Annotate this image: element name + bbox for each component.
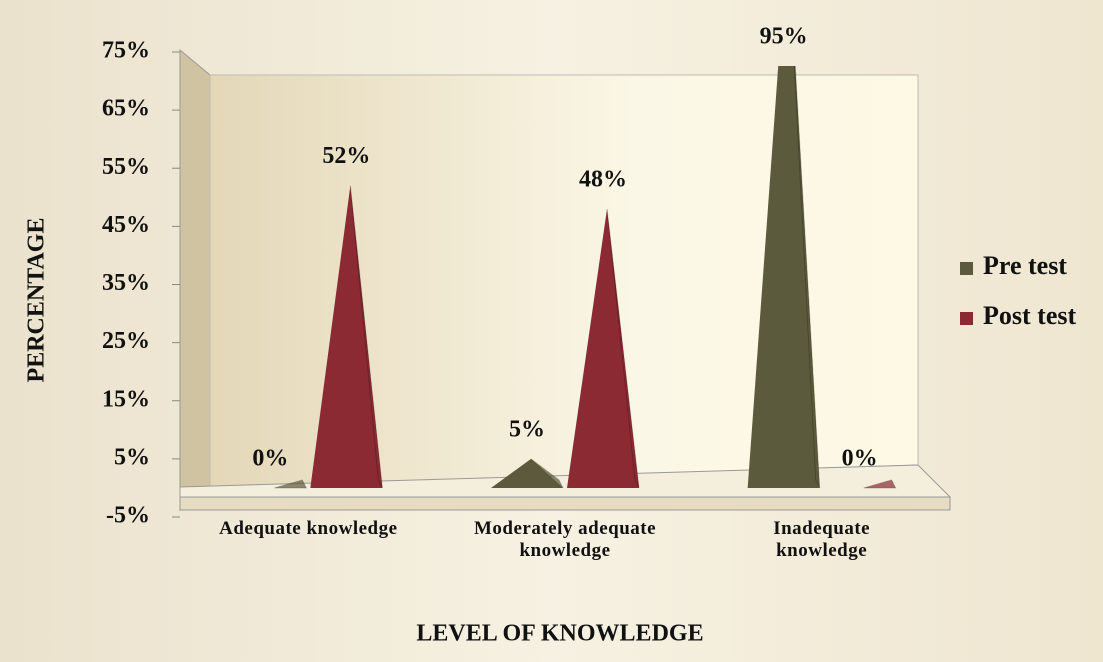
value-label: 0%	[842, 445, 878, 471]
value-label: 48%	[579, 166, 627, 192]
y-tick-label: -5%	[106, 503, 150, 529]
y-tick-label: 55%	[102, 154, 150, 180]
pyramid-side	[793, 66, 821, 489]
y-axis-title: PERCENTAGE	[24, 218, 50, 383]
pyramid-side	[606, 208, 640, 489]
x-axis-title: LEVEL OF KNOWLEDGE	[416, 621, 703, 647]
y-tick-label: 35%	[102, 270, 150, 296]
y-tick-label: 15%	[102, 386, 150, 412]
value-label: 5%	[509, 416, 545, 442]
pyramid	[274, 479, 308, 489]
pyramid	[567, 208, 640, 489]
marks	[274, 66, 897, 489]
legend-swatch	[960, 312, 973, 325]
legend-label: Post test	[983, 301, 1076, 330]
plot-walls	[179, 48, 952, 512]
legend-swatch	[960, 262, 973, 275]
value-label: 95%	[760, 24, 808, 50]
y-tick-label: 45%	[102, 212, 150, 238]
y-tick-label: 25%	[102, 328, 150, 354]
x-tick-label: Moderately adequate knowledge	[473, 518, 657, 561]
pyramid	[863, 479, 897, 489]
pyramid	[310, 185, 383, 489]
floor-edge	[179, 496, 951, 511]
value-label: 52%	[322, 143, 370, 169]
pyramid	[747, 66, 821, 489]
legend-label: Pre test	[983, 251, 1067, 280]
pyramid-front	[747, 66, 820, 488]
pyramid-side	[274, 479, 308, 489]
x-tick-label: Adequate knowledge	[219, 518, 398, 539]
pyramid-side	[349, 185, 383, 489]
pyramid-front	[491, 458, 563, 488]
y-tick-label: 75%	[102, 38, 150, 64]
x-tick-label: Inadequate knowledge	[773, 518, 871, 561]
side-wall	[179, 48, 211, 512]
y-tick-label: 5%	[114, 444, 150, 470]
pyramid-side	[863, 479, 897, 489]
pyramid	[491, 458, 564, 489]
pyramid-front	[567, 208, 639, 488]
pyramid-front	[310, 185, 383, 488]
y-tick-label: 65%	[102, 96, 150, 122]
value-label: 0%	[252, 445, 288, 471]
pyramid-side	[530, 458, 564, 489]
